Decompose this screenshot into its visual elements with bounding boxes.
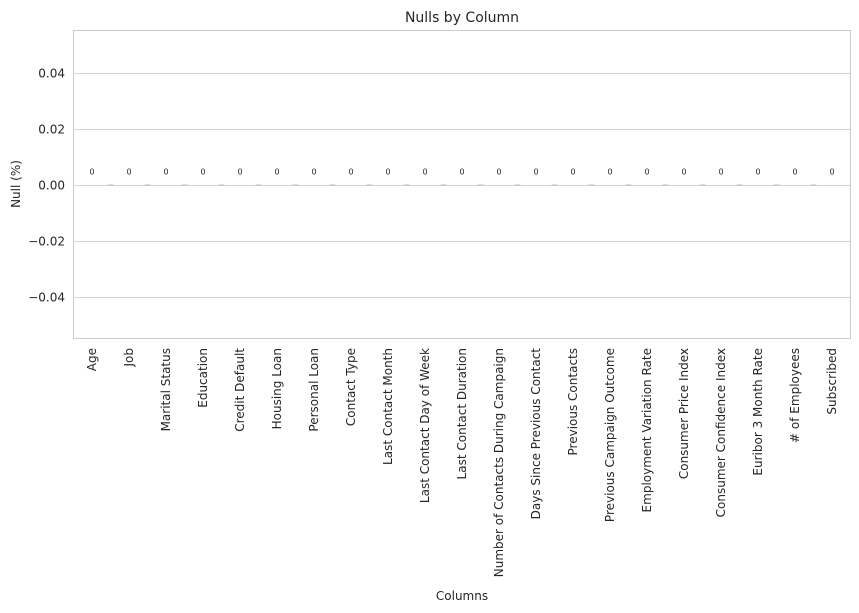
x-tick-label: Marital Status <box>159 348 173 431</box>
y-tick-label: 0.02 <box>38 123 65 137</box>
data-label: 0 <box>755 168 760 177</box>
data-label: 0 <box>792 168 797 177</box>
y-tick-label: −0.04 <box>28 291 65 305</box>
x-tick-label: Euribor 3 Month Rate <box>751 348 765 476</box>
data-label: 0 <box>422 168 427 177</box>
data-label: 0 <box>237 168 242 177</box>
x-tick-label: Last Contact Duration <box>455 348 469 479</box>
data-label: 0 <box>200 168 205 177</box>
x-tick-label: Consumer Price Index <box>677 348 691 479</box>
data-label: 0 <box>644 168 649 177</box>
data-label: 0 <box>681 168 686 177</box>
x-tick-label: Number of Contacts During Campaign <box>492 348 506 577</box>
data-label: 0 <box>348 168 353 177</box>
gridlines <box>73 73 851 298</box>
data-label: 0 <box>163 168 168 177</box>
x-tick-label: Last Contact Month <box>381 348 395 465</box>
x-tick-label: Days Since Previous Contact <box>529 348 543 520</box>
data-label: 0 <box>89 168 94 177</box>
x-tick-label: # of Employees <box>788 348 802 443</box>
plot-frame <box>73 30 851 339</box>
data-label: 0 <box>385 168 390 177</box>
x-tick-label: Employment Variation Rate <box>640 348 654 512</box>
data-label: 0 <box>570 168 575 177</box>
x-tick-label: Job <box>122 348 136 368</box>
data-label: 0 <box>718 168 723 177</box>
x-tick-label: Age <box>85 348 99 371</box>
x-tick-label: Subscribed <box>825 348 839 415</box>
y-tick-label: 0.04 <box>38 67 65 81</box>
y-tick-labels: −0.04 −0.02 0.00 0.02 0.04 <box>28 67 65 305</box>
data-label: 0 <box>274 168 279 177</box>
y-tick-label: −0.02 <box>28 235 65 249</box>
x-tick-label: Previous Campaign Outcome <box>603 348 617 522</box>
y-tick-label: 0.00 <box>38 179 65 193</box>
data-label: 0 <box>126 168 131 177</box>
y-axis-label: Null (%) <box>9 160 23 208</box>
chart-title: Nulls by Column <box>405 10 519 26</box>
data-label: 0 <box>607 168 612 177</box>
x-tick-label: Housing Loan <box>270 348 284 429</box>
x-tick-label: Contact Type <box>344 348 358 426</box>
x-axis-label: Columns <box>436 589 488 603</box>
data-label: 0 <box>496 168 501 177</box>
x-tick-label: Education <box>196 348 210 408</box>
x-tick-label: Credit Default <box>233 348 247 432</box>
x-tick-label: Consumer Confidence Index <box>714 348 728 517</box>
x-tick-labels: Age Job Marital Status Education Credit Defa… <box>85 348 839 578</box>
x-tick-label: Personal Loan <box>307 348 321 432</box>
x-tick-label: Last Contact Day of Week <box>418 348 432 503</box>
data-labels: 0 0 0 0 0 0 0 0 0 0 0 0 0 0 0 0 0 0 0 0 0 <box>89 168 834 177</box>
data-label: 0 <box>459 168 464 177</box>
data-label: 0 <box>311 168 316 177</box>
x-tick-label: Previous Contacts <box>566 348 580 455</box>
data-label: 0 <box>533 168 538 177</box>
data-label: 0 <box>829 168 834 177</box>
